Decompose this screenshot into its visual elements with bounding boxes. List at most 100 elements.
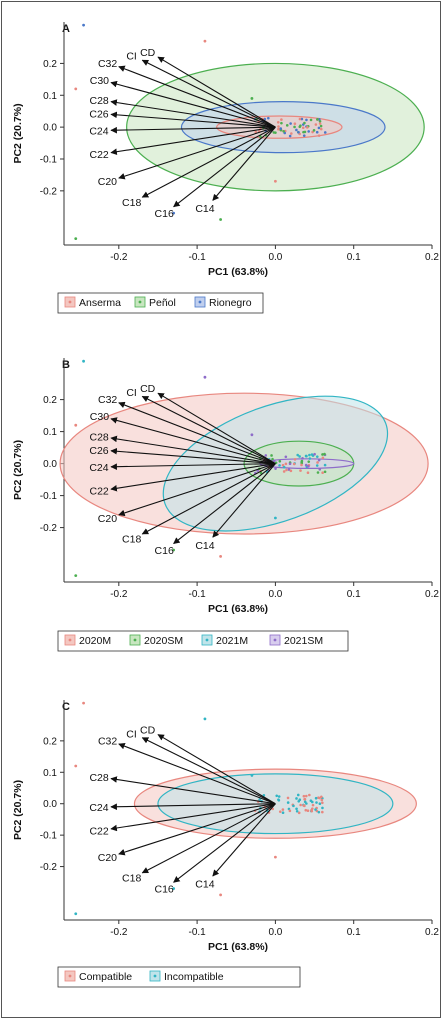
loading-label: CI: [126, 728, 137, 740]
y-tick-label: -0.1: [40, 491, 58, 502]
panel-label: C: [62, 701, 70, 713]
data-point: [309, 118, 313, 122]
data-point: [319, 124, 323, 128]
data-point: [172, 211, 176, 215]
loading-arrow: [118, 126, 276, 180]
data-point: [320, 798, 324, 802]
data-point: [297, 799, 301, 803]
data-point: [314, 808, 317, 811]
x-tick-label: 0.1: [347, 252, 361, 263]
data-point: [280, 118, 283, 121]
loading-label: C32: [98, 394, 117, 406]
x-axis-title: PC1 (63.8%): [208, 266, 268, 278]
data-point: [296, 453, 299, 457]
data-point: [203, 717, 207, 721]
data-point: [295, 797, 298, 800]
data-point: [304, 463, 308, 467]
loading-label: C24: [89, 126, 108, 138]
data-point: [300, 459, 304, 463]
loading-arrow: [110, 126, 276, 134]
legend-swatch-dot: [68, 974, 72, 978]
data-point: [219, 218, 222, 221]
data-point: [320, 795, 323, 799]
data-point: [292, 462, 296, 466]
loading-arrow: [141, 463, 276, 535]
data-point: [318, 468, 322, 471]
data-point: [250, 774, 254, 777]
data-point: [277, 127, 280, 131]
data-point: [293, 458, 297, 461]
x-tick-label: 0.1: [347, 927, 361, 938]
data-point: [310, 453, 314, 456]
data-point: [262, 793, 266, 797]
loading-label: C14: [195, 879, 214, 891]
data-point: [321, 806, 324, 810]
data-point: [298, 125, 302, 129]
panel-label: B: [62, 359, 70, 371]
data-point: [258, 798, 261, 801]
data-point: [323, 470, 327, 474]
loading-label: C32: [98, 58, 117, 70]
data-point: [305, 454, 308, 458]
data-point: [74, 912, 78, 916]
loading-arrow: [118, 743, 276, 805]
x-axis-title: PC1 (63.8%): [208, 603, 268, 615]
data-point: [323, 131, 327, 134]
loading-label: CI: [126, 51, 137, 63]
data-point: [315, 455, 319, 458]
data-point: [282, 129, 285, 133]
data-point: [308, 793, 311, 797]
y-tick-label: 0.0: [43, 123, 57, 134]
data-point: [314, 796, 318, 800]
loading-label: C14: [195, 203, 214, 215]
loading-label: CD: [140, 724, 156, 736]
y-tick-label: 0.1: [43, 768, 57, 779]
data-point: [278, 810, 282, 813]
data-point: [277, 798, 280, 801]
loading-arrow: [110, 99, 276, 128]
loading-label: C26: [89, 109, 108, 121]
data-point: [285, 124, 289, 127]
data-point: [82, 23, 85, 27]
x-tick-label: -0.1: [188, 927, 206, 938]
legend-swatch-dot: [153, 974, 157, 978]
data-point: [254, 130, 258, 134]
loading-label: C20: [98, 852, 117, 864]
loading-label: CD: [140, 383, 156, 395]
data-point: [285, 468, 288, 472]
data-point: [295, 807, 298, 811]
data-point: [307, 130, 310, 133]
data-point: [323, 463, 327, 467]
data-point: [297, 811, 301, 815]
data-point: [292, 804, 295, 808]
loading-arrow: [110, 126, 276, 155]
data-point: [250, 433, 254, 437]
x-tick-label: 0.0: [268, 927, 282, 938]
data-point: [219, 893, 222, 897]
data-point: [274, 467, 277, 470]
data-point: [312, 129, 316, 132]
data-point: [303, 798, 306, 801]
data-point: [288, 462, 292, 465]
y-tick-label: 0.2: [43, 59, 57, 70]
data-point: [276, 121, 280, 124]
data-point: [295, 128, 298, 132]
loading-arrow: [141, 803, 276, 874]
legend-box: [57, 292, 264, 314]
legend: Anserma Peñol Rionegro: [57, 292, 264, 314]
loading-label: C18: [122, 534, 141, 546]
loading-arrow: [110, 803, 276, 832]
y-tick-label: -0.2: [40, 523, 58, 534]
data-point: [310, 808, 313, 812]
legend-label: 2021SM: [284, 635, 323, 647]
data-point: [297, 130, 300, 134]
loading-label: C28: [89, 772, 108, 784]
data-point: [74, 764, 78, 768]
loading-arrow: [157, 56, 276, 128]
loading-arrow: [141, 395, 276, 465]
loading-label: C16: [155, 545, 174, 557]
loading-arrow: [173, 126, 276, 208]
loading-arrow: [118, 803, 276, 856]
